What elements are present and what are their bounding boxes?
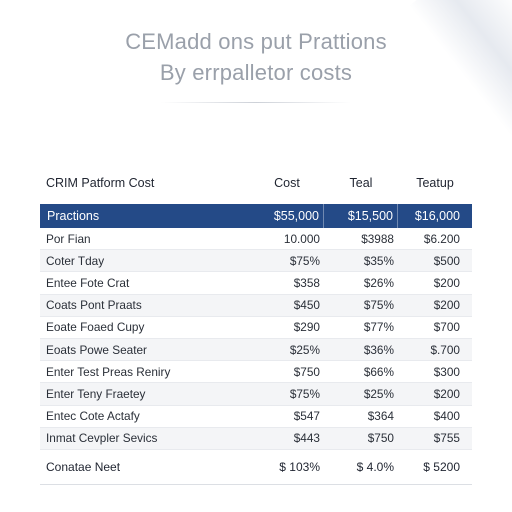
table-row: Eoats Powe Seater $25% $36% $.700 (40, 338, 472, 362)
table-cell: $75% (289, 253, 320, 268)
table-cell: $750 (367, 431, 394, 446)
table-cell: Eoate Foaed Cupy (46, 320, 145, 335)
table-row: Coats Pont Praats $450 $75% $200 (40, 294, 472, 317)
table-cell: $16,000 (414, 209, 460, 223)
table-cell: Enter Test Preas Reniry (46, 364, 171, 379)
table-row: Eoate Foaed Cupy $290 $77% $700 (40, 317, 472, 339)
table-body: Por Fian 10.000 $3988 $6.200 Coter Tday … (40, 228, 472, 450)
column-header: CRIM Patform Cost (46, 176, 155, 190)
table-cell: $6.200 (423, 231, 460, 246)
table-cell: Entee Fote Crat (46, 275, 130, 290)
table-cell: $25% (289, 342, 320, 357)
table-cell: $358 (293, 275, 320, 290)
table-cell: $500 (433, 253, 460, 268)
table-cell: $26% (363, 275, 394, 290)
title-divider (161, 102, 351, 103)
table-cell: $755 (433, 431, 460, 446)
column-header: Teal (349, 176, 373, 190)
table-cell: $300 (433, 364, 460, 379)
page-title: CEMadd ons put Prattions (125, 29, 387, 54)
table-cell: $25% (363, 386, 394, 401)
table-row: Inmat Cevpler Sevics $443 $750 $755 (40, 427, 472, 450)
table-cell: $700 (433, 320, 460, 335)
table-cell: $750 (293, 364, 320, 379)
table-row: Coter Tday $75% $35% $500 (40, 250, 472, 273)
table-cell: $ 103% (279, 459, 320, 474)
table-cell: $75% (289, 386, 320, 401)
table-cell: Inmat Cevpler Sevics (46, 431, 158, 446)
table-cell: 10.000 (283, 231, 320, 246)
table-cell: $15,500 (324, 204, 398, 228)
table-cell: Coats Pont Praats (46, 298, 142, 313)
table-cell: $66% (363, 364, 394, 379)
table-header-row: CRIM Patform Cost Cost Teal Teatup (40, 170, 472, 196)
table-cell: $547 (293, 409, 320, 424)
table-cell: $35% (363, 253, 394, 268)
cost-table: CRIM Patform Cost Cost Teal Teatup Pract… (40, 170, 472, 485)
table-cell: $ 5200 (423, 459, 460, 474)
table-cell: $75% (363, 298, 394, 313)
column-header: Teatup (416, 176, 454, 190)
table-row: Por Fian 10.000 $3988 $6.200 (40, 228, 472, 251)
table-row: Enter Teny Fraetey $75% $25% $200 (40, 383, 472, 406)
table-row: Enter Test Preas Reniry $750 $66% $300 (40, 361, 472, 384)
table-cell: Eoats Powe Seater (46, 342, 147, 357)
table-cell: $400 (433, 409, 460, 424)
table-cell: $77% (363, 320, 394, 335)
title-block: CEMadd ons put Prattions By errpalletor … (0, 26, 512, 103)
table-highlight-row: Practions $55,000 $15,500 $16,000 (40, 204, 472, 228)
table-row: Entee Fote Crat $358 $26% $200 (40, 272, 472, 295)
table-cell: $36% (363, 342, 394, 357)
table-cell: Enter Teny Fraetey (46, 386, 146, 401)
table-cell: $.700 (430, 342, 460, 357)
table-cell: $450 (293, 298, 320, 313)
table-cell: $364 (367, 409, 394, 424)
table-cell: $200 (433, 298, 460, 313)
table-cell: Por Fian (46, 231, 91, 246)
table-cell: $3988 (361, 231, 394, 246)
table-cell: Practions (47, 209, 100, 223)
table-total-row: Conatae Neet $ 103% $ 4.0% $ 5200 (40, 450, 472, 485)
table-cell: $ 4.0% (356, 459, 394, 474)
page-subtitle: By errpalletor costs (159, 60, 353, 85)
table-cell: $290 (293, 320, 320, 335)
table-cell: Coter Tday (46, 253, 105, 268)
column-header: Cost (274, 176, 300, 190)
table-cell: $55,000 (250, 204, 324, 228)
table-cell: Entec Cote Actafy (46, 409, 140, 424)
table-cell: $200 (433, 386, 460, 401)
table-cell: Conatae Neet (46, 459, 121, 474)
table-cell: $443 (293, 431, 320, 446)
table-row: Entec Cote Actafy $547 $364 $400 (40, 406, 472, 428)
table-cell: $200 (433, 275, 460, 290)
